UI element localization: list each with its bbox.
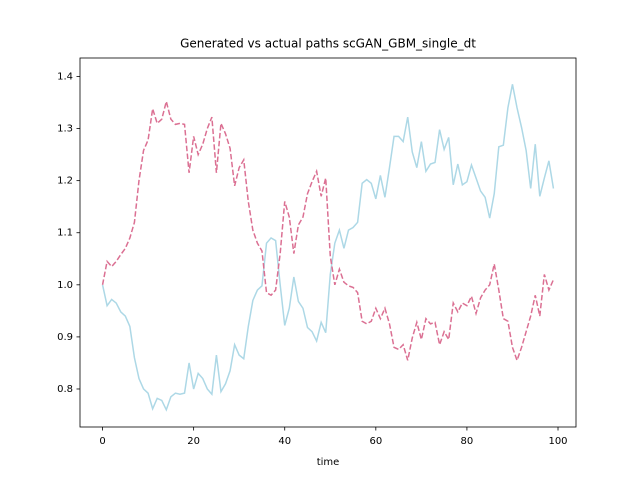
x-tick-label: 0 <box>99 436 105 447</box>
series-line <box>101 84 555 412</box>
x-axis-label: time <box>317 457 340 468</box>
plot-frame <box>79 57 577 428</box>
x-tick-label: 80 <box>461 436 474 447</box>
series-line <box>101 101 555 363</box>
x-tick-label: 60 <box>369 436 382 447</box>
x-tick-label: 100 <box>548 436 567 447</box>
x-tick-label: 20 <box>187 436 200 447</box>
y-tick-label: 1.0 <box>57 280 73 291</box>
y-tick-label: 1.4 <box>57 71 73 82</box>
y-tick-label: 1.1 <box>57 228 73 239</box>
y-tick-label: 1.3 <box>57 124 73 135</box>
x-tick-label: 40 <box>278 436 291 447</box>
y-tick-label: 0.9 <box>57 332 73 343</box>
y-tick-label: 1.2 <box>57 176 73 187</box>
chart-title: Generated vs actual paths scGAN_GBM_sing… <box>180 37 476 51</box>
y-tick-label: 0.8 <box>57 384 73 395</box>
